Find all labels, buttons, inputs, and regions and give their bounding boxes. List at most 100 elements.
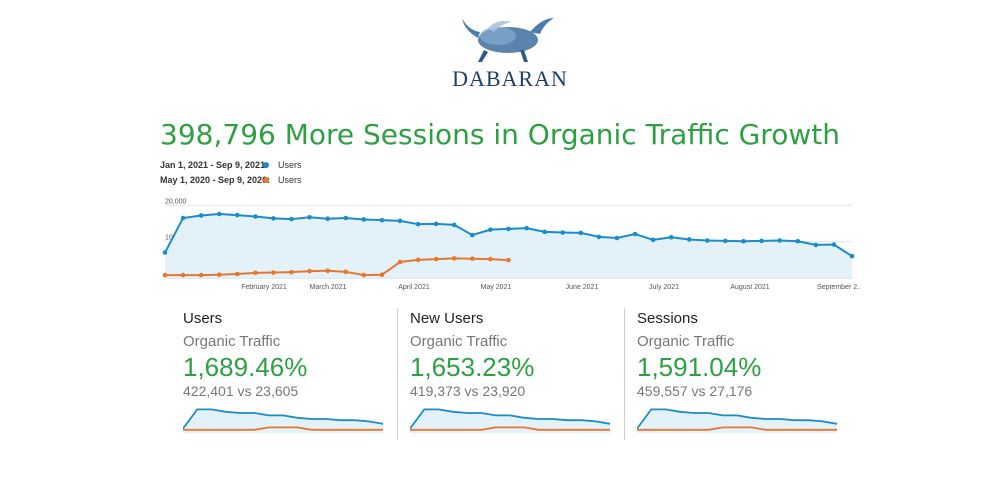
sparkline-area bbox=[637, 409, 837, 433]
series-area bbox=[165, 214, 852, 278]
data-point bbox=[488, 256, 493, 262]
data-point bbox=[180, 215, 186, 221]
sparkline-previous bbox=[183, 426, 383, 431]
card-divider bbox=[624, 308, 625, 440]
data-point bbox=[524, 225, 529, 231]
data-point bbox=[235, 271, 240, 277]
data-point bbox=[216, 211, 222, 217]
headline: 398,796 More Sessions in Organic Traffic… bbox=[160, 118, 840, 151]
data-point bbox=[650, 237, 656, 243]
legend-dot-icon bbox=[263, 177, 269, 183]
data-point bbox=[271, 270, 276, 275]
data-point bbox=[723, 238, 728, 244]
data-point bbox=[614, 235, 620, 241]
data-point bbox=[325, 216, 331, 222]
data-point bbox=[235, 212, 240, 218]
x-tick-label: April 2021 bbox=[398, 284, 430, 291]
data-point bbox=[686, 237, 692, 242]
x-tick-label: June 2021 bbox=[566, 284, 599, 291]
data-point bbox=[307, 268, 312, 274]
data-point bbox=[379, 272, 385, 278]
series-line-previous bbox=[165, 257, 509, 277]
data-point bbox=[325, 268, 331, 274]
sparkline-previous bbox=[637, 426, 837, 431]
card-percent: 1,689.46% bbox=[183, 352, 308, 382]
data-point bbox=[795, 238, 801, 244]
data-point bbox=[361, 272, 367, 278]
data-point bbox=[343, 215, 349, 221]
metric-card-new-users: New Users Organic Traffic 1,653.23% 419,… bbox=[410, 305, 630, 440]
card-subtitle: Organic Traffic bbox=[637, 333, 735, 350]
data-point bbox=[560, 230, 566, 235]
card-compare: 459,557 vs 27,176 bbox=[637, 383, 753, 399]
data-point bbox=[470, 256, 475, 262]
data-point bbox=[451, 222, 457, 228]
card-title: New Users bbox=[410, 310, 484, 327]
metric-card-users: Users Organic Traffic 1,689.46% 422,401 … bbox=[183, 305, 403, 440]
card-title: Users bbox=[183, 310, 223, 327]
legend-item-current: Jan 1, 2021 - Sep 9, 2021: Users bbox=[160, 160, 302, 170]
card-subtitle: Organic Traffic bbox=[183, 333, 281, 350]
data-point bbox=[578, 230, 584, 236]
x-tick-label: May 2021 bbox=[481, 284, 512, 291]
data-point bbox=[470, 232, 475, 238]
sparkline-current bbox=[410, 408, 611, 430]
legend-range: Jan 1, 2021 - Sep 9, 2021: bbox=[160, 160, 269, 170]
data-point bbox=[506, 257, 511, 263]
y-tick-label: 20,000 bbox=[165, 198, 187, 205]
data-point bbox=[596, 234, 602, 240]
data-point bbox=[162, 250, 168, 255]
data-point bbox=[433, 221, 439, 227]
data-point bbox=[343, 269, 349, 275]
data-point bbox=[415, 257, 421, 263]
x-tick-label: September 2... bbox=[817, 284, 860, 291]
data-point bbox=[307, 214, 312, 220]
data-point bbox=[849, 253, 855, 259]
card-divider bbox=[397, 308, 398, 440]
x-tick-label: February 2021 bbox=[241, 284, 287, 291]
legend-label: Users bbox=[278, 160, 302, 170]
data-point bbox=[397, 259, 403, 265]
legend-item-previous: May 1, 2020 - Sep 9, 2020: Users bbox=[160, 175, 302, 185]
x-tick-label: March 2021 bbox=[310, 284, 347, 291]
data-point bbox=[433, 256, 439, 262]
x-tick-label: July 2021 bbox=[649, 284, 679, 291]
data-point bbox=[271, 216, 276, 221]
legend-range: May 1, 2020 - Sep 9, 2020: bbox=[160, 175, 271, 185]
data-point bbox=[253, 270, 258, 276]
sparkline-previous bbox=[410, 426, 610, 431]
data-point bbox=[289, 216, 294, 222]
data-point bbox=[632, 231, 638, 237]
brand-logo: DABARAN bbox=[440, 10, 580, 91]
card-compare: 422,401 vs 23,605 bbox=[183, 383, 299, 399]
data-point bbox=[198, 272, 204, 278]
data-point bbox=[777, 238, 782, 243]
sparkline bbox=[410, 408, 611, 433]
sparkline-area bbox=[183, 409, 383, 433]
data-point bbox=[216, 272, 222, 278]
bull-logo-icon bbox=[462, 18, 554, 62]
data-point bbox=[542, 229, 547, 235]
legend-label: Users bbox=[278, 175, 302, 185]
data-point bbox=[198, 213, 204, 218]
sparkline-area bbox=[410, 409, 610, 433]
legend-dot-icon bbox=[263, 162, 269, 168]
data-point bbox=[397, 218, 403, 224]
card-subtitle: Organic Traffic bbox=[410, 333, 508, 350]
card-title: Sessions bbox=[637, 310, 698, 327]
data-point bbox=[289, 269, 294, 275]
data-point bbox=[415, 221, 421, 227]
data-point bbox=[759, 238, 764, 244]
data-point bbox=[741, 238, 746, 244]
sparkline bbox=[183, 408, 384, 433]
data-point bbox=[379, 217, 385, 223]
data-point bbox=[831, 242, 837, 247]
card-compare: 419,373 vs 23,920 bbox=[410, 383, 526, 399]
sparkline-current bbox=[637, 408, 838, 430]
sparkline bbox=[637, 408, 838, 433]
data-point bbox=[488, 227, 493, 232]
data-point bbox=[813, 242, 819, 248]
card-percent: 1,591.04% bbox=[637, 352, 762, 382]
x-tick-label: August 2021 bbox=[730, 284, 769, 291]
